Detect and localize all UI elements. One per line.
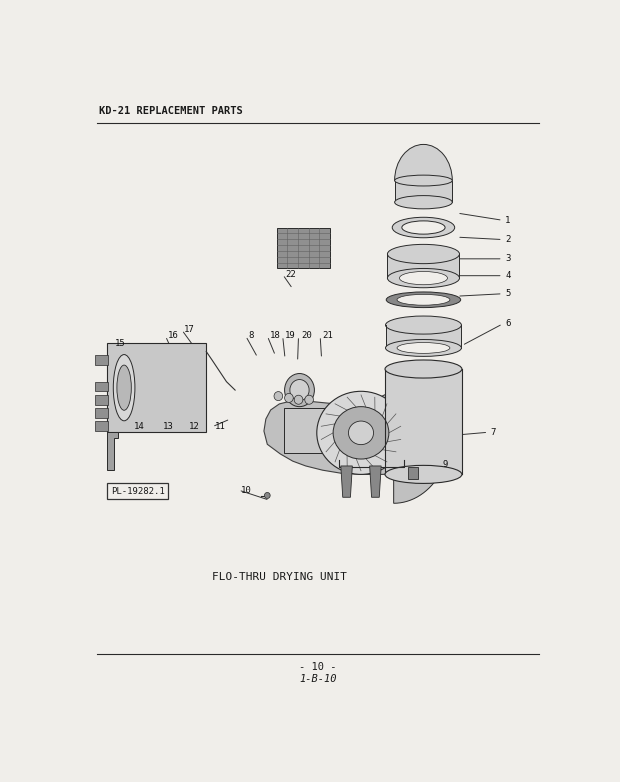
- Text: 14: 14: [134, 422, 145, 432]
- Ellipse shape: [285, 374, 314, 407]
- Bar: [95, 408, 108, 418]
- Ellipse shape: [386, 316, 461, 334]
- Text: 1-B-10: 1-B-10: [299, 674, 337, 684]
- Text: PL-19282.1: PL-19282.1: [111, 486, 164, 496]
- Bar: [95, 395, 108, 404]
- Bar: [386, 325, 461, 348]
- Ellipse shape: [294, 395, 303, 404]
- Text: 16: 16: [168, 332, 179, 340]
- Ellipse shape: [285, 393, 293, 403]
- Bar: [388, 254, 459, 278]
- Text: 6: 6: [505, 319, 510, 328]
- Ellipse shape: [386, 339, 461, 357]
- Ellipse shape: [385, 360, 462, 378]
- Text: 17: 17: [184, 325, 195, 335]
- Text: 21: 21: [322, 332, 334, 340]
- Bar: [95, 355, 108, 364]
- Text: 12: 12: [189, 422, 200, 432]
- Text: 15: 15: [115, 339, 126, 348]
- Ellipse shape: [394, 175, 452, 186]
- Ellipse shape: [388, 244, 459, 264]
- Ellipse shape: [274, 392, 283, 400]
- Ellipse shape: [402, 221, 445, 234]
- Ellipse shape: [317, 391, 405, 475]
- Ellipse shape: [113, 354, 135, 421]
- Bar: [107, 343, 206, 432]
- Ellipse shape: [397, 294, 450, 305]
- Bar: [95, 382, 108, 391]
- Ellipse shape: [305, 395, 314, 404]
- Text: KD-21 REPLACEMENT PARTS: KD-21 REPLACEMENT PARTS: [99, 106, 243, 116]
- Text: FLO-THRU DRYING UNIT: FLO-THRU DRYING UNIT: [212, 572, 347, 582]
- Ellipse shape: [385, 465, 462, 483]
- Ellipse shape: [394, 196, 452, 209]
- Text: 3: 3: [505, 254, 510, 264]
- Text: 9: 9: [443, 460, 448, 468]
- Ellipse shape: [264, 493, 270, 498]
- Ellipse shape: [348, 421, 373, 445]
- Ellipse shape: [117, 365, 131, 411]
- Text: 20: 20: [301, 332, 312, 340]
- Text: 8: 8: [248, 332, 254, 340]
- Text: 5: 5: [505, 289, 510, 298]
- Ellipse shape: [392, 217, 454, 238]
- Text: 13: 13: [163, 422, 174, 432]
- Text: 10: 10: [241, 486, 252, 494]
- Text: 4: 4: [505, 271, 510, 280]
- Polygon shape: [341, 466, 352, 497]
- Bar: [277, 228, 330, 268]
- Text: 11: 11: [215, 422, 225, 432]
- Polygon shape: [394, 380, 451, 504]
- Text: 7: 7: [491, 428, 496, 436]
- Polygon shape: [107, 432, 118, 469]
- Ellipse shape: [388, 268, 459, 288]
- Bar: [394, 181, 452, 203]
- Text: 22: 22: [285, 270, 296, 279]
- Polygon shape: [264, 386, 457, 475]
- Ellipse shape: [397, 343, 450, 353]
- Ellipse shape: [399, 271, 448, 285]
- Text: 18: 18: [270, 332, 280, 340]
- Ellipse shape: [386, 292, 461, 307]
- Bar: [95, 421, 108, 431]
- Wedge shape: [394, 145, 453, 181]
- Ellipse shape: [333, 407, 389, 459]
- Polygon shape: [370, 466, 381, 497]
- Text: - 10 -: - 10 -: [299, 662, 337, 672]
- Text: 19: 19: [285, 332, 296, 340]
- Bar: [385, 369, 462, 475]
- Bar: [284, 407, 394, 454]
- Text: 1: 1: [505, 216, 510, 224]
- Ellipse shape: [290, 379, 309, 400]
- Bar: [408, 467, 418, 479]
- Text: 2: 2: [505, 235, 510, 244]
